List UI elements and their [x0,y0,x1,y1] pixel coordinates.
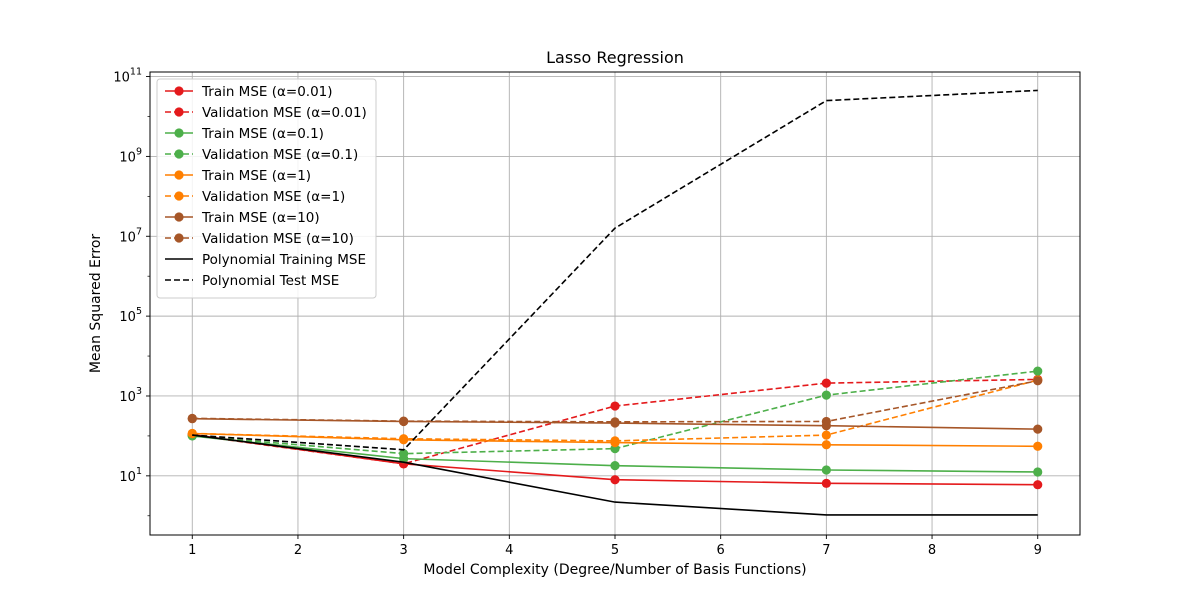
y-tick-base: 10 [119,390,136,405]
legend-label-5: Validation MSE (α=1) [202,189,345,205]
series-3-point-3 [821,390,831,400]
series-6-point-4 [1033,424,1043,434]
y-tick-label: 109 [119,146,142,165]
x-axis-label: Model Complexity (Degree/Number of Basis… [423,562,806,578]
x-tick-label: 7 [822,543,830,558]
series-2-point-2 [610,461,620,471]
x-tick-label: 6 [717,543,725,558]
series-line-7 [192,380,1038,423]
legend-marker-1 [174,107,184,117]
legend-marker-4 [174,170,184,180]
legend-label-2: Train MSE (α=0.1) [201,126,324,142]
y-tick-base: 10 [119,150,136,165]
series-7-point-1 [399,416,409,426]
y-tick-base: 10 [113,71,130,86]
x-tick-label: 3 [399,543,407,558]
legend-marker-7 [174,233,184,243]
series-0-point-4 [1033,480,1043,490]
y-tick-exponent: 9 [136,146,142,157]
legend-label-9: Polynomial Test MSE [202,273,339,289]
series-0-point-2 [610,475,620,485]
series-4-point-4 [1033,441,1043,451]
legend-box [156,78,377,299]
legend-label-7: Validation MSE (α=10) [202,231,354,247]
legend-marker-6 [174,212,184,222]
series-7-point-0 [187,413,197,423]
y-tick-exponent: 3 [136,386,142,397]
x-tick-label: 1 [188,543,196,558]
series-line-8 [192,434,1038,516]
legend-label-4: Train MSE (α=1) [201,168,311,184]
y-tick-label: 105 [119,306,142,325]
legend: Train MSE (α=0.01) Validation MSE (α=0.01… [156,78,377,299]
series-7-point-4 [1033,376,1043,386]
y-tick-label: 103 [119,386,142,405]
series-2-point-3 [821,465,831,475]
y-tick-label: 101 [119,466,142,485]
y-tick-exponent: 5 [136,306,142,317]
series-3-point-4 [1033,366,1043,376]
y-tick-base: 10 [119,230,136,245]
y-tick-base: 10 [119,310,136,325]
legend-marker-3 [174,149,184,159]
series-5-point-3 [821,430,831,440]
series-0-point-3 [821,478,831,488]
series-line-5 [192,379,1038,442]
series-7-point-2 [610,417,620,427]
legend-marker-5 [174,191,184,201]
x-tick-label: 5 [611,543,619,558]
y-tick-exponent: 11 [130,67,142,78]
legend-label-6: Train MSE (α=10) [201,210,320,226]
x-tick-label: 9 [1034,543,1042,558]
legend-label-1: Validation MSE (α=0.01) [202,105,367,121]
series-1-point-3 [821,378,831,388]
chart-title: Lasso Regression [546,48,684,67]
plot-area [187,89,1043,516]
legend-marker-2 [174,128,184,138]
series-1-point-2 [610,401,620,411]
legend-label-3: Validation MSE (α=0.1) [202,147,358,163]
series-3-point-1 [399,449,409,459]
series-line-9 [192,89,1038,451]
series-5-point-1 [399,434,409,444]
series-5-point-2 [610,436,620,446]
x-tick-label: 4 [505,543,513,558]
series-5-point-0 [187,428,197,439]
legend-marker-0 [174,86,184,96]
series-2-point-4 [1033,467,1043,477]
x-tick-label: 8 [928,543,936,558]
x-tick-label: 2 [294,543,302,558]
y-axis-label: Mean Squared Error [88,234,104,374]
legend-label-8: Polynomial Training MSE [202,252,366,268]
y-tick-exponent: 7 [136,226,142,237]
series-4-point-3 [821,440,831,450]
y-tick-exponent: 1 [136,466,142,477]
y-tick-label: 107 [119,226,142,245]
legend-label-0: Train MSE (α=0.01) [201,84,333,100]
y-tick-base: 10 [119,470,136,485]
series-7-point-3 [821,416,831,427]
y-tick-label: 1011 [113,67,142,86]
